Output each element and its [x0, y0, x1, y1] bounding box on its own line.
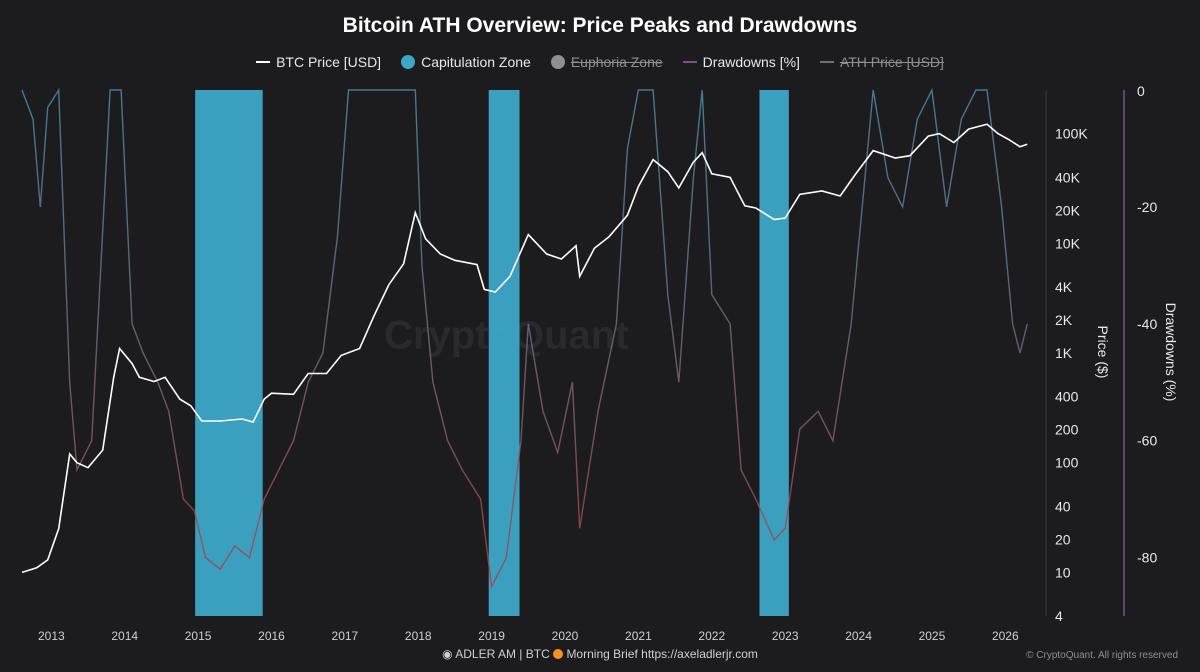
- x-tick-label: 2026: [992, 629, 1019, 643]
- capitulation-zone: [195, 90, 263, 616]
- x-tick-label: 2025: [919, 629, 946, 643]
- legend-swatch: [256, 61, 271, 63]
- price-tick-label: 10K: [1055, 235, 1081, 251]
- drawdown-tick-label: -80: [1137, 550, 1157, 566]
- price-tick-label: 20: [1055, 531, 1071, 547]
- legend-item[interactable]: BTC Price [USD]: [256, 54, 381, 70]
- legend-swatch: [550, 55, 565, 69]
- drawdown-tick-label: -40: [1137, 316, 1157, 332]
- footer-link[interactable]: https://axeladlerjr.com: [641, 647, 758, 661]
- x-tick-label: 2016: [258, 629, 285, 643]
- footer-credits: ◉ ADLER AM | BTC Morning Brief https://a…: [0, 647, 1200, 661]
- footer-copyright: © CryptoQuant. All rights reserved: [1026, 650, 1178, 661]
- legend-swatch: [819, 61, 834, 63]
- price-tick-label: 400: [1055, 389, 1079, 405]
- price-tick-label: 200: [1055, 422, 1079, 438]
- chart-legend: BTC Price [USD] Capitulation Zone Euphoria…: [0, 54, 1200, 70]
- drawdown-tick-label: -60: [1137, 433, 1157, 449]
- legend-label: Capitulation Zone: [421, 54, 531, 70]
- price-tick-label: 40K: [1055, 169, 1081, 185]
- price-series-line: [21, 123, 1028, 574]
- x-tick-label: 2015: [185, 629, 212, 643]
- footer-brief: Morning Brief: [566, 647, 638, 661]
- bitcoin-icon: [553, 649, 564, 659]
- x-tick-label: 2019: [478, 629, 505, 643]
- legend-swatch: [682, 61, 697, 63]
- eye-icon: ◉: [442, 647, 453, 661]
- drawdown-tick-label: 0: [1137, 83, 1145, 99]
- legend-item[interactable]: ATH Price [USD]: [819, 54, 944, 70]
- legend-label: ATH Price [USD]: [839, 54, 944, 70]
- x-tick-label: 2013: [38, 629, 65, 643]
- capitulation-zone: [488, 90, 520, 616]
- price-tick-label: 10: [1055, 564, 1071, 580]
- legend-label: Drawdowns [%]: [702, 54, 800, 70]
- x-tick-label: 2014: [111, 629, 138, 643]
- x-tick-label: 2022: [698, 629, 725, 643]
- x-tick-label: 2018: [405, 629, 432, 643]
- legend-label: BTC Price [USD]: [276, 54, 382, 70]
- legend-label: Euphoria Zone: [570, 54, 663, 70]
- price-tick-label: 20K: [1055, 202, 1081, 218]
- x-tick-label: 2021: [625, 629, 652, 643]
- price-tick-label: 4: [1055, 608, 1063, 624]
- price-tick-label: 100K: [1055, 126, 1088, 142]
- legend-swatch: [401, 55, 416, 69]
- legend-item[interactable]: Euphoria Zone: [550, 54, 663, 70]
- drawdown-series-line: [21, 87, 1028, 590]
- price-axis-title: Price ($): [1095, 326, 1111, 379]
- chart-title: Bitcoin ATH Overview: Price Peaks and Dr…: [342, 14, 858, 37]
- price-tick-label: 40: [1055, 498, 1071, 514]
- capitulation-zone: [759, 90, 789, 616]
- x-tick-label: 2017: [332, 629, 359, 643]
- legend-item[interactable]: Drawdowns [%]: [682, 54, 800, 70]
- price-tick-label: 4K: [1055, 279, 1073, 295]
- drawdown-tick-label: -20: [1137, 199, 1157, 215]
- x-tick-label: 2020: [552, 629, 579, 643]
- drawdown-axis-title: Drawdowns (%): [1163, 303, 1179, 402]
- price-tick-label: 1K: [1055, 345, 1073, 361]
- legend-item[interactable]: Capitulation Zone: [401, 54, 531, 70]
- footer-author: ADLER AM | BTC: [455, 647, 550, 661]
- x-tick-label: 2023: [772, 629, 799, 643]
- x-tick-label: 2024: [845, 629, 872, 643]
- price-tick-label: 100: [1055, 455, 1079, 471]
- price-tick-label: 2K: [1055, 312, 1073, 328]
